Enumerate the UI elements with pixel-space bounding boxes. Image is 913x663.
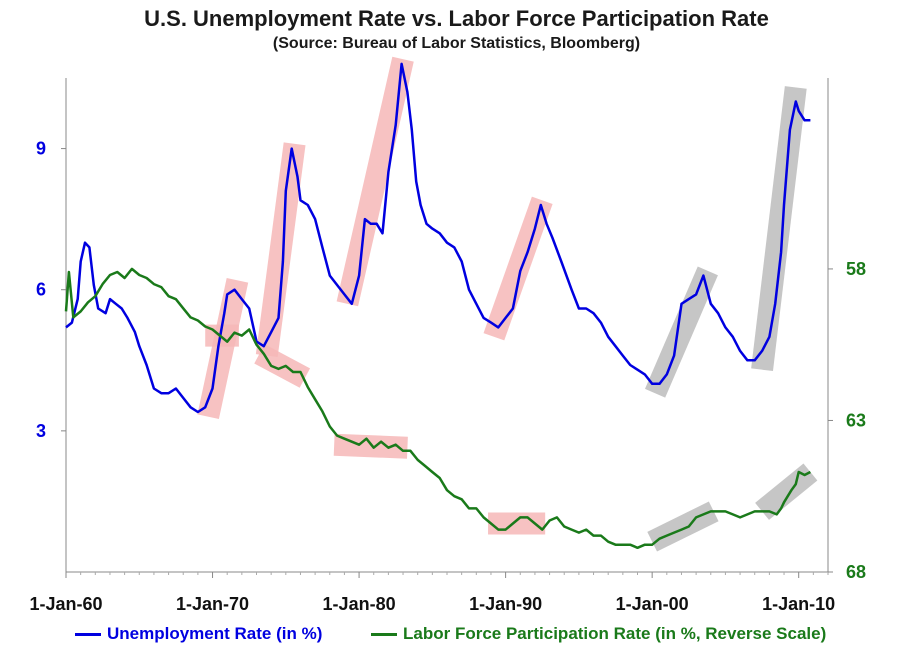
series-lines <box>64 62 811 550</box>
right-tick-label: 58 <box>846 259 866 279</box>
highlight-band-8 <box>333 433 408 459</box>
legend-swatch-participation <box>371 632 397 636</box>
highlight-band-11 <box>755 463 818 520</box>
series-line-participation <box>64 267 811 550</box>
chart-subtitle: (Source: Bureau of Labor Statistics, Blo… <box>272 35 641 52</box>
x-tick-label: 1-Jan-00 <box>616 594 689 614</box>
highlight-band-4 <box>644 266 718 398</box>
right-tick-label: 63 <box>846 410 866 430</box>
legend: Unemployment Rate (in %) Labor Force Par… <box>0 624 913 648</box>
highlight-band-0 <box>197 277 249 420</box>
highlight-band-1 <box>255 142 306 358</box>
series-line-unemployment <box>65 62 811 414</box>
chart-title: U.S. Unemployment Rate vs. Labor Force P… <box>144 6 769 31</box>
x-tick-label: 1-Jan-10 <box>762 594 835 614</box>
highlight-band-3 <box>483 196 553 341</box>
legend-item-unemployment: Unemployment Rate (in %) <box>75 624 322 644</box>
x-tick-label: 1-Jan-60 <box>29 594 102 614</box>
legend-item-participation: Labor Force Participation Rate (in %, Re… <box>371 624 826 644</box>
left-tick-label: 9 <box>36 139 46 159</box>
x-tick-label: 1-Jan-80 <box>323 594 396 614</box>
highlight-bands <box>197 56 818 552</box>
right-tick-label: 68 <box>846 562 866 582</box>
chart-axes <box>61 78 833 578</box>
legend-label-unemployment: Unemployment Rate (in %) <box>107 624 323 643</box>
x-tick-label: 1-Jan-70 <box>176 594 249 614</box>
legend-swatch-unemployment <box>75 632 101 636</box>
left-tick-label: 3 <box>36 421 46 441</box>
x-tick-label: 1-Jan-90 <box>469 594 542 614</box>
highlight-band-2 <box>336 56 414 307</box>
legend-label-participation: Labor Force Participation Rate (in %, Re… <box>403 624 827 643</box>
left-tick-label: 6 <box>36 280 46 300</box>
tick-labels: 1-Jan-60 1-Jan-70 1-Jan-80 1-Jan-90 1-Jan-00… <box>29 139 866 614</box>
